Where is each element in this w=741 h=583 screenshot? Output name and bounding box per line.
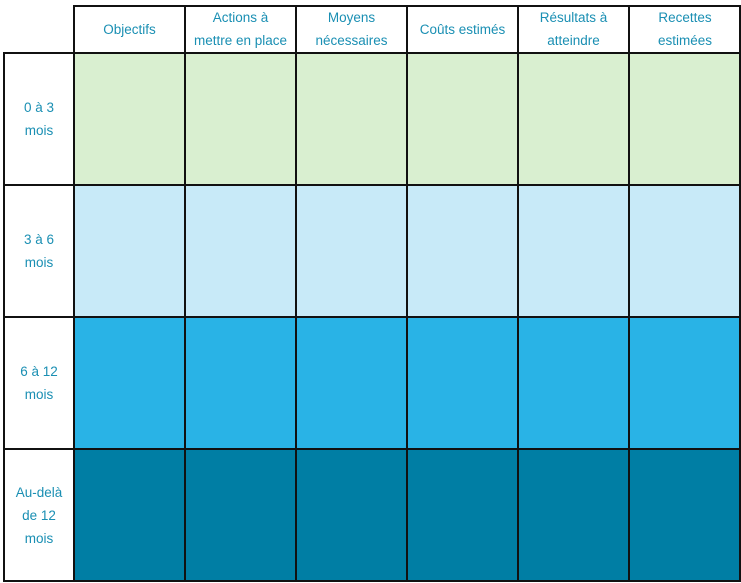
header-label: Moyens nécessaires: [315, 10, 388, 48]
row-label-text: 6 à 12 mois: [20, 364, 58, 402]
grid-line: [3, 52, 5, 582]
header-resultats: Résultats à atteindre: [518, 6, 629, 52]
header-label: Recettes estimées: [657, 10, 713, 48]
grid-line: [3, 316, 741, 318]
grid-line: [406, 5, 408, 582]
row-label-6-12-mois: 6 à 12 mois: [4, 317, 74, 449]
grid-line: [739, 5, 741, 582]
header-label: Coûts estimés: [419, 21, 506, 37]
row-label-au-dela-12-mois: Au-delà de 12 mois: [4, 449, 74, 582]
header-moyens: Moyens nécessaires: [296, 6, 407, 52]
header-couts: Coûts estimés: [407, 6, 518, 52]
row-label-text: Au-delà de 12 mois: [15, 485, 63, 546]
grid-line: [3, 184, 741, 186]
header-label: Résultats à atteindre: [539, 10, 608, 48]
grid-line: [517, 5, 519, 582]
row-label-0-3-mois: 0 à 3 mois: [4, 53, 74, 185]
grid-line: [184, 5, 186, 582]
grid-line: [3, 52, 741, 54]
grid-line: [3, 580, 741, 582]
header-objectifs: Objectifs: [74, 6, 185, 52]
header-label: Actions à mettre en place: [193, 10, 288, 48]
header-recettes: Recettes estimées: [629, 6, 741, 52]
header-label: Objectifs: [103, 21, 156, 37]
grid-line: [628, 5, 630, 582]
row-label-text: 3 à 6 mois: [23, 232, 55, 270]
grid-line: [73, 5, 75, 582]
row-label-text: 0 à 3 mois: [23, 100, 55, 138]
grid-line: [3, 448, 741, 450]
row-label-3-6-mois: 3 à 6 mois: [4, 185, 74, 317]
header-actions: Actions à mettre en place: [185, 6, 296, 52]
grid-line: [295, 5, 297, 582]
